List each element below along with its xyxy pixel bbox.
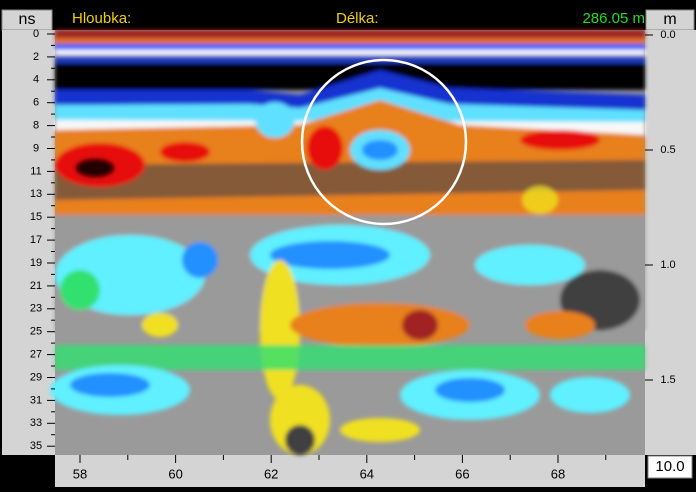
bottom-tick-label: 66 [455,466,469,481]
left-tick-label: 15 [30,211,42,223]
layer [55,38,645,44]
right-tick-label: 1.5 [660,374,675,386]
radargram-layers [50,30,645,455]
blob [307,126,343,170]
right-tick-label: 0.5 [660,144,675,156]
layer [55,30,645,38]
blob [402,310,438,340]
left-tick-label: 17 [30,234,42,246]
right-unit: m [663,11,676,28]
left-tick-label: 11 [30,165,41,177]
left-tick-label: 29 [30,371,42,383]
left-tick-label: 4 [33,74,39,86]
right-axis-panel [645,30,696,455]
blob [270,241,390,269]
right-tick-label: 1.0 [660,259,675,271]
bottom-axis-panel [55,455,645,487]
left-tick-label: 0 [33,28,39,40]
left-tick-label: 21 [30,280,42,292]
left-tick-label: 6 [33,97,39,109]
blob [255,102,295,138]
left-tick-label: 33 [30,417,42,429]
blob [60,270,100,310]
left-tick-label: 13 [30,188,42,200]
blob [550,377,630,413]
blob [270,385,330,455]
left-tick-label: 19 [30,257,42,269]
left-tick-label: 31 [30,394,42,406]
layer [55,88,645,125]
left-tick-label: 25 [30,326,42,338]
layer [55,160,645,200]
length-label: Délka: [336,10,379,27]
layer [55,55,645,63]
blob [340,418,420,442]
right-tick-label: 0.0 [660,29,675,41]
blob [160,142,210,162]
left-tick-label: 8 [33,120,39,132]
blob [182,242,218,278]
highlight-circle [300,58,468,226]
axes: 024689111315171921232527293133350.00.51.… [30,28,676,482]
layer [55,50,645,55]
layer [55,44,645,50]
bottom-tick-label: 60 [168,466,182,481]
bottom-tick-label: 58 [73,466,87,481]
left-axis-panel [2,30,55,455]
left-tick-label: 2 [33,51,39,63]
blob [522,186,558,214]
layer [55,345,645,370]
length-value: 286.05 m [582,10,645,27]
bottom-tick-label: 62 [264,466,278,481]
left-tick-label: 27 [30,349,42,361]
blob [475,245,585,285]
blob [435,378,505,402]
blob [362,140,398,160]
blob [520,130,600,150]
blob [525,311,595,339]
bottom-tick-label: 68 [551,466,565,481]
blob [75,158,115,178]
layer [55,70,645,110]
radargram [50,30,645,455]
blob [70,373,150,397]
blob [142,313,178,337]
left-tick-label: 9 [33,142,39,154]
scale-value: 10.0 [655,458,684,475]
blob [285,425,315,455]
left-tick-label: 35 [30,440,42,452]
scale-box [647,455,693,479]
left-tick-label: 23 [30,303,42,315]
left-unit: ns [19,11,36,28]
blob [290,303,470,347]
bottom-tick-label: 64 [360,466,374,481]
depth-label: Hloubka: [72,10,131,27]
